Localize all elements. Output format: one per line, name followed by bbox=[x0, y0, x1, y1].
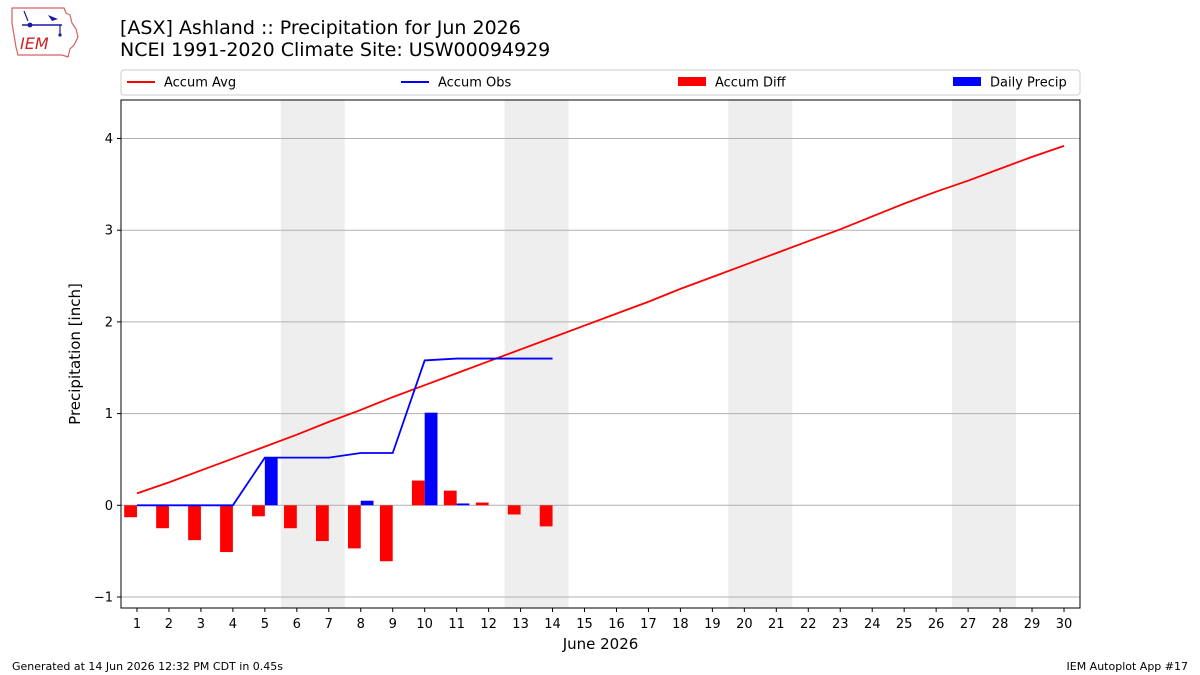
accum-diff-bar bbox=[220, 505, 233, 553]
accum-diff-bar bbox=[379, 505, 393, 562]
weekend-band bbox=[728, 100, 761, 608]
x-tick-label: 5 bbox=[261, 617, 269, 632]
legend: Accum Avg Accum Obs Accum Diff Daily Precip bbox=[120, 69, 1081, 96]
x-tick-label: 19 bbox=[704, 617, 721, 632]
legend-patch-swatch bbox=[953, 77, 981, 86]
daily-precip-bar bbox=[360, 500, 374, 506]
accum-diff-bar bbox=[124, 505, 137, 518]
x-tick-label: 1 bbox=[133, 617, 141, 632]
accum-obs-line bbox=[136, 357, 553, 507]
x-tick-label: 12 bbox=[480, 617, 497, 632]
accum-diff-bar bbox=[188, 505, 201, 541]
accum-diff-bar bbox=[443, 490, 457, 506]
weekend-band bbox=[760, 100, 793, 608]
x-tick-label: 7 bbox=[325, 617, 333, 632]
y-tick-label: 1 bbox=[105, 407, 113, 422]
x-tick-label: 23 bbox=[832, 617, 849, 632]
y-axis-label: Precipitation [inch] bbox=[66, 283, 84, 425]
x-tick-label: 13 bbox=[512, 617, 529, 632]
daily-precip-bar bbox=[456, 503, 470, 506]
chart-subtitle: NCEI 1991-2020 Climate Site: USW00094929 bbox=[120, 39, 551, 61]
legend-entry-label: Accum Diff bbox=[715, 76, 787, 91]
x-tick-label: 22 bbox=[800, 617, 817, 632]
x-tick-label: 30 bbox=[1056, 617, 1073, 632]
x-tick-label: 15 bbox=[576, 617, 593, 632]
accum-diff-bar bbox=[411, 480, 425, 506]
y-tick-label: 3 bbox=[105, 224, 113, 239]
x-tick-label: 4 bbox=[229, 617, 237, 632]
accum-avg-line bbox=[136, 144, 1065, 495]
x-tick-label: 18 bbox=[672, 617, 689, 632]
accum-diff-bar bbox=[475, 502, 489, 506]
chart-title: [ASX] Ashland :: Precipitation for Jun 2… bbox=[120, 17, 521, 39]
weekend-band bbox=[536, 100, 569, 608]
accum-diff-bar bbox=[284, 505, 297, 529]
x-tick-label: 3 bbox=[197, 617, 205, 632]
accum-diff-bar bbox=[156, 505, 169, 529]
x-tick-label: 11 bbox=[448, 617, 465, 632]
x-tick-label: 14 bbox=[544, 617, 561, 632]
legend-entry-label: Daily Precip bbox=[990, 76, 1067, 91]
x-tick-label: 24 bbox=[864, 617, 881, 632]
x-tick-label: 26 bbox=[928, 617, 945, 632]
y-tick-label: 0 bbox=[105, 499, 113, 514]
accum-diff-bar bbox=[347, 505, 361, 549]
logo-text: IEM bbox=[20, 34, 49, 53]
x-tick-label: 10 bbox=[416, 617, 433, 632]
accum-diff-bar bbox=[507, 505, 521, 515]
x-axis-label: June 2026 bbox=[562, 635, 639, 653]
accum-diff-bar bbox=[539, 505, 553, 527]
x-tick-label: 27 bbox=[960, 617, 977, 632]
x-tick-label: 6 bbox=[293, 617, 301, 632]
legend-entry-label: Accum Obs bbox=[438, 76, 511, 91]
y-tick-label: −1 bbox=[94, 590, 113, 605]
y-tick-label: 4 bbox=[105, 132, 113, 147]
accum-diff-bar bbox=[315, 505, 329, 542]
x-tick-label: 16 bbox=[608, 617, 625, 632]
legend-patch-swatch bbox=[678, 77, 706, 86]
legend-frame bbox=[120, 69, 1081, 96]
x-tick-label: 21 bbox=[768, 617, 785, 632]
app-credit: IEM Autoplot App #17 bbox=[1066, 660, 1189, 673]
weekend-band bbox=[984, 100, 1017, 608]
x-tick-label: 29 bbox=[1024, 617, 1041, 632]
plot-frame bbox=[120, 99, 1081, 609]
legend-entry-label: Accum Avg bbox=[164, 76, 236, 91]
iem-logo: IEM bbox=[11, 7, 79, 58]
x-tick-label: 9 bbox=[389, 617, 397, 632]
daily-precip-bar bbox=[424, 412, 438, 506]
weekend-band bbox=[280, 100, 313, 608]
x-tick-label: 8 bbox=[357, 617, 365, 632]
x-tick-label: 2 bbox=[165, 617, 173, 632]
y-tick-label: 2 bbox=[105, 315, 113, 330]
accum-diff-bar bbox=[252, 505, 265, 517]
daily-precip-bar bbox=[264, 457, 278, 506]
x-tick-label: 17 bbox=[640, 617, 657, 632]
x-tick-label: 20 bbox=[736, 617, 753, 632]
x-tick-label: 28 bbox=[992, 617, 1009, 632]
generated-timestamp: Generated at 14 Jun 2026 12:32 PM CDT in… bbox=[12, 660, 284, 673]
x-tick-label: 25 bbox=[896, 617, 913, 632]
